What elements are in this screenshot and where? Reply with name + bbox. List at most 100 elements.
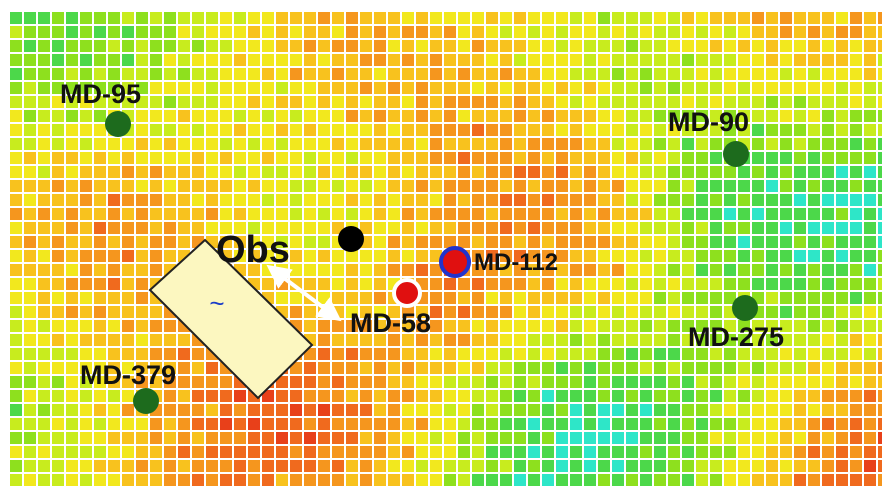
grid-cell [346, 152, 358, 164]
grid-cell [472, 54, 484, 66]
grid-cell [10, 194, 22, 206]
grid-cell [164, 390, 176, 402]
grid-cell [584, 250, 596, 262]
grid-cell [486, 54, 498, 66]
grid-cell [248, 110, 260, 122]
grid-cell [318, 68, 330, 80]
grid-cell [178, 54, 190, 66]
grid-cell [458, 362, 470, 374]
grid-cell [570, 250, 582, 262]
grid-cell [696, 54, 708, 66]
grid-cell [262, 110, 274, 122]
grid-cell [794, 138, 806, 150]
grid-cell [304, 82, 316, 94]
grid-cell [304, 96, 316, 108]
grid-cell [822, 306, 834, 318]
grid-cell [570, 446, 582, 458]
grid-cell [234, 152, 246, 164]
grid-cell [10, 376, 22, 388]
grid-cell [150, 334, 162, 346]
grid-cell [346, 390, 358, 402]
grid-cell [780, 264, 792, 276]
grid-cell [556, 152, 568, 164]
grid-cell [332, 432, 344, 444]
grid-cell [164, 96, 176, 108]
grid-cell [38, 418, 50, 430]
grid-cell [780, 306, 792, 318]
grid-cell [528, 194, 540, 206]
grid-cell [192, 404, 204, 416]
grid-cell [584, 264, 596, 276]
grid-cell [528, 236, 540, 248]
grid-cell [864, 194, 876, 206]
grid-cell [430, 138, 442, 150]
grid-cell [178, 82, 190, 94]
grid-cell [570, 12, 582, 24]
grid-cell [374, 460, 386, 472]
grid-cell [276, 404, 288, 416]
grid-cell [346, 166, 358, 178]
grid-cell [318, 208, 330, 220]
grid-cell [416, 40, 428, 52]
grid-cell [290, 264, 302, 276]
grid-cell [430, 54, 442, 66]
grid-cell [584, 418, 596, 430]
grid-cell [346, 404, 358, 416]
grid-cell [738, 418, 750, 430]
grid-cell [836, 166, 848, 178]
grid-cell [332, 82, 344, 94]
grid-cell [94, 264, 106, 276]
grid-cell [598, 96, 610, 108]
grid-cell [738, 82, 750, 94]
grid-cell [766, 82, 778, 94]
grid-cell [878, 390, 882, 402]
grid-cell [360, 264, 372, 276]
grid-cell [304, 306, 316, 318]
grid-cell [360, 54, 372, 66]
grid-cell [584, 208, 596, 220]
grid-cell [724, 446, 736, 458]
grid-cell [164, 446, 176, 458]
grid-cell [472, 96, 484, 108]
grid-cell [850, 208, 862, 220]
grid-cell [472, 110, 484, 122]
grid-cell [80, 40, 92, 52]
grid-cell [416, 460, 428, 472]
grid-cell [850, 96, 862, 108]
grid-cell [738, 460, 750, 472]
grid-cell [262, 12, 274, 24]
grid-cell [682, 68, 694, 80]
grid-cell [654, 68, 666, 80]
grid-cell [304, 418, 316, 430]
grid-cell [346, 54, 358, 66]
grid-cell [682, 26, 694, 38]
grid-cell [416, 404, 428, 416]
grid-cell [836, 96, 848, 108]
grid-cell [164, 40, 176, 52]
grid-cell [696, 474, 708, 486]
grid-cell [864, 432, 876, 444]
grid-cell [10, 26, 22, 38]
grid-cell [864, 320, 876, 332]
grid-cell [500, 320, 512, 332]
grid-cell [780, 68, 792, 80]
grid-cell [878, 334, 882, 346]
grid-cell [346, 446, 358, 458]
grid-cell [598, 82, 610, 94]
grid-cell [402, 362, 414, 374]
grid-cell [766, 166, 778, 178]
grid-cell [542, 236, 554, 248]
grid-cell [290, 138, 302, 150]
grid-cell [416, 82, 428, 94]
grid-cell [794, 26, 806, 38]
grid-cell [850, 278, 862, 290]
grid-cell [822, 250, 834, 262]
grid-cell [668, 40, 680, 52]
grid-cell [794, 236, 806, 248]
well-dot [394, 280, 420, 306]
grid-cell [458, 446, 470, 458]
grid-cell [444, 96, 456, 108]
grid-cell [794, 432, 806, 444]
grid-cell [766, 390, 778, 402]
grid-cell [164, 26, 176, 38]
